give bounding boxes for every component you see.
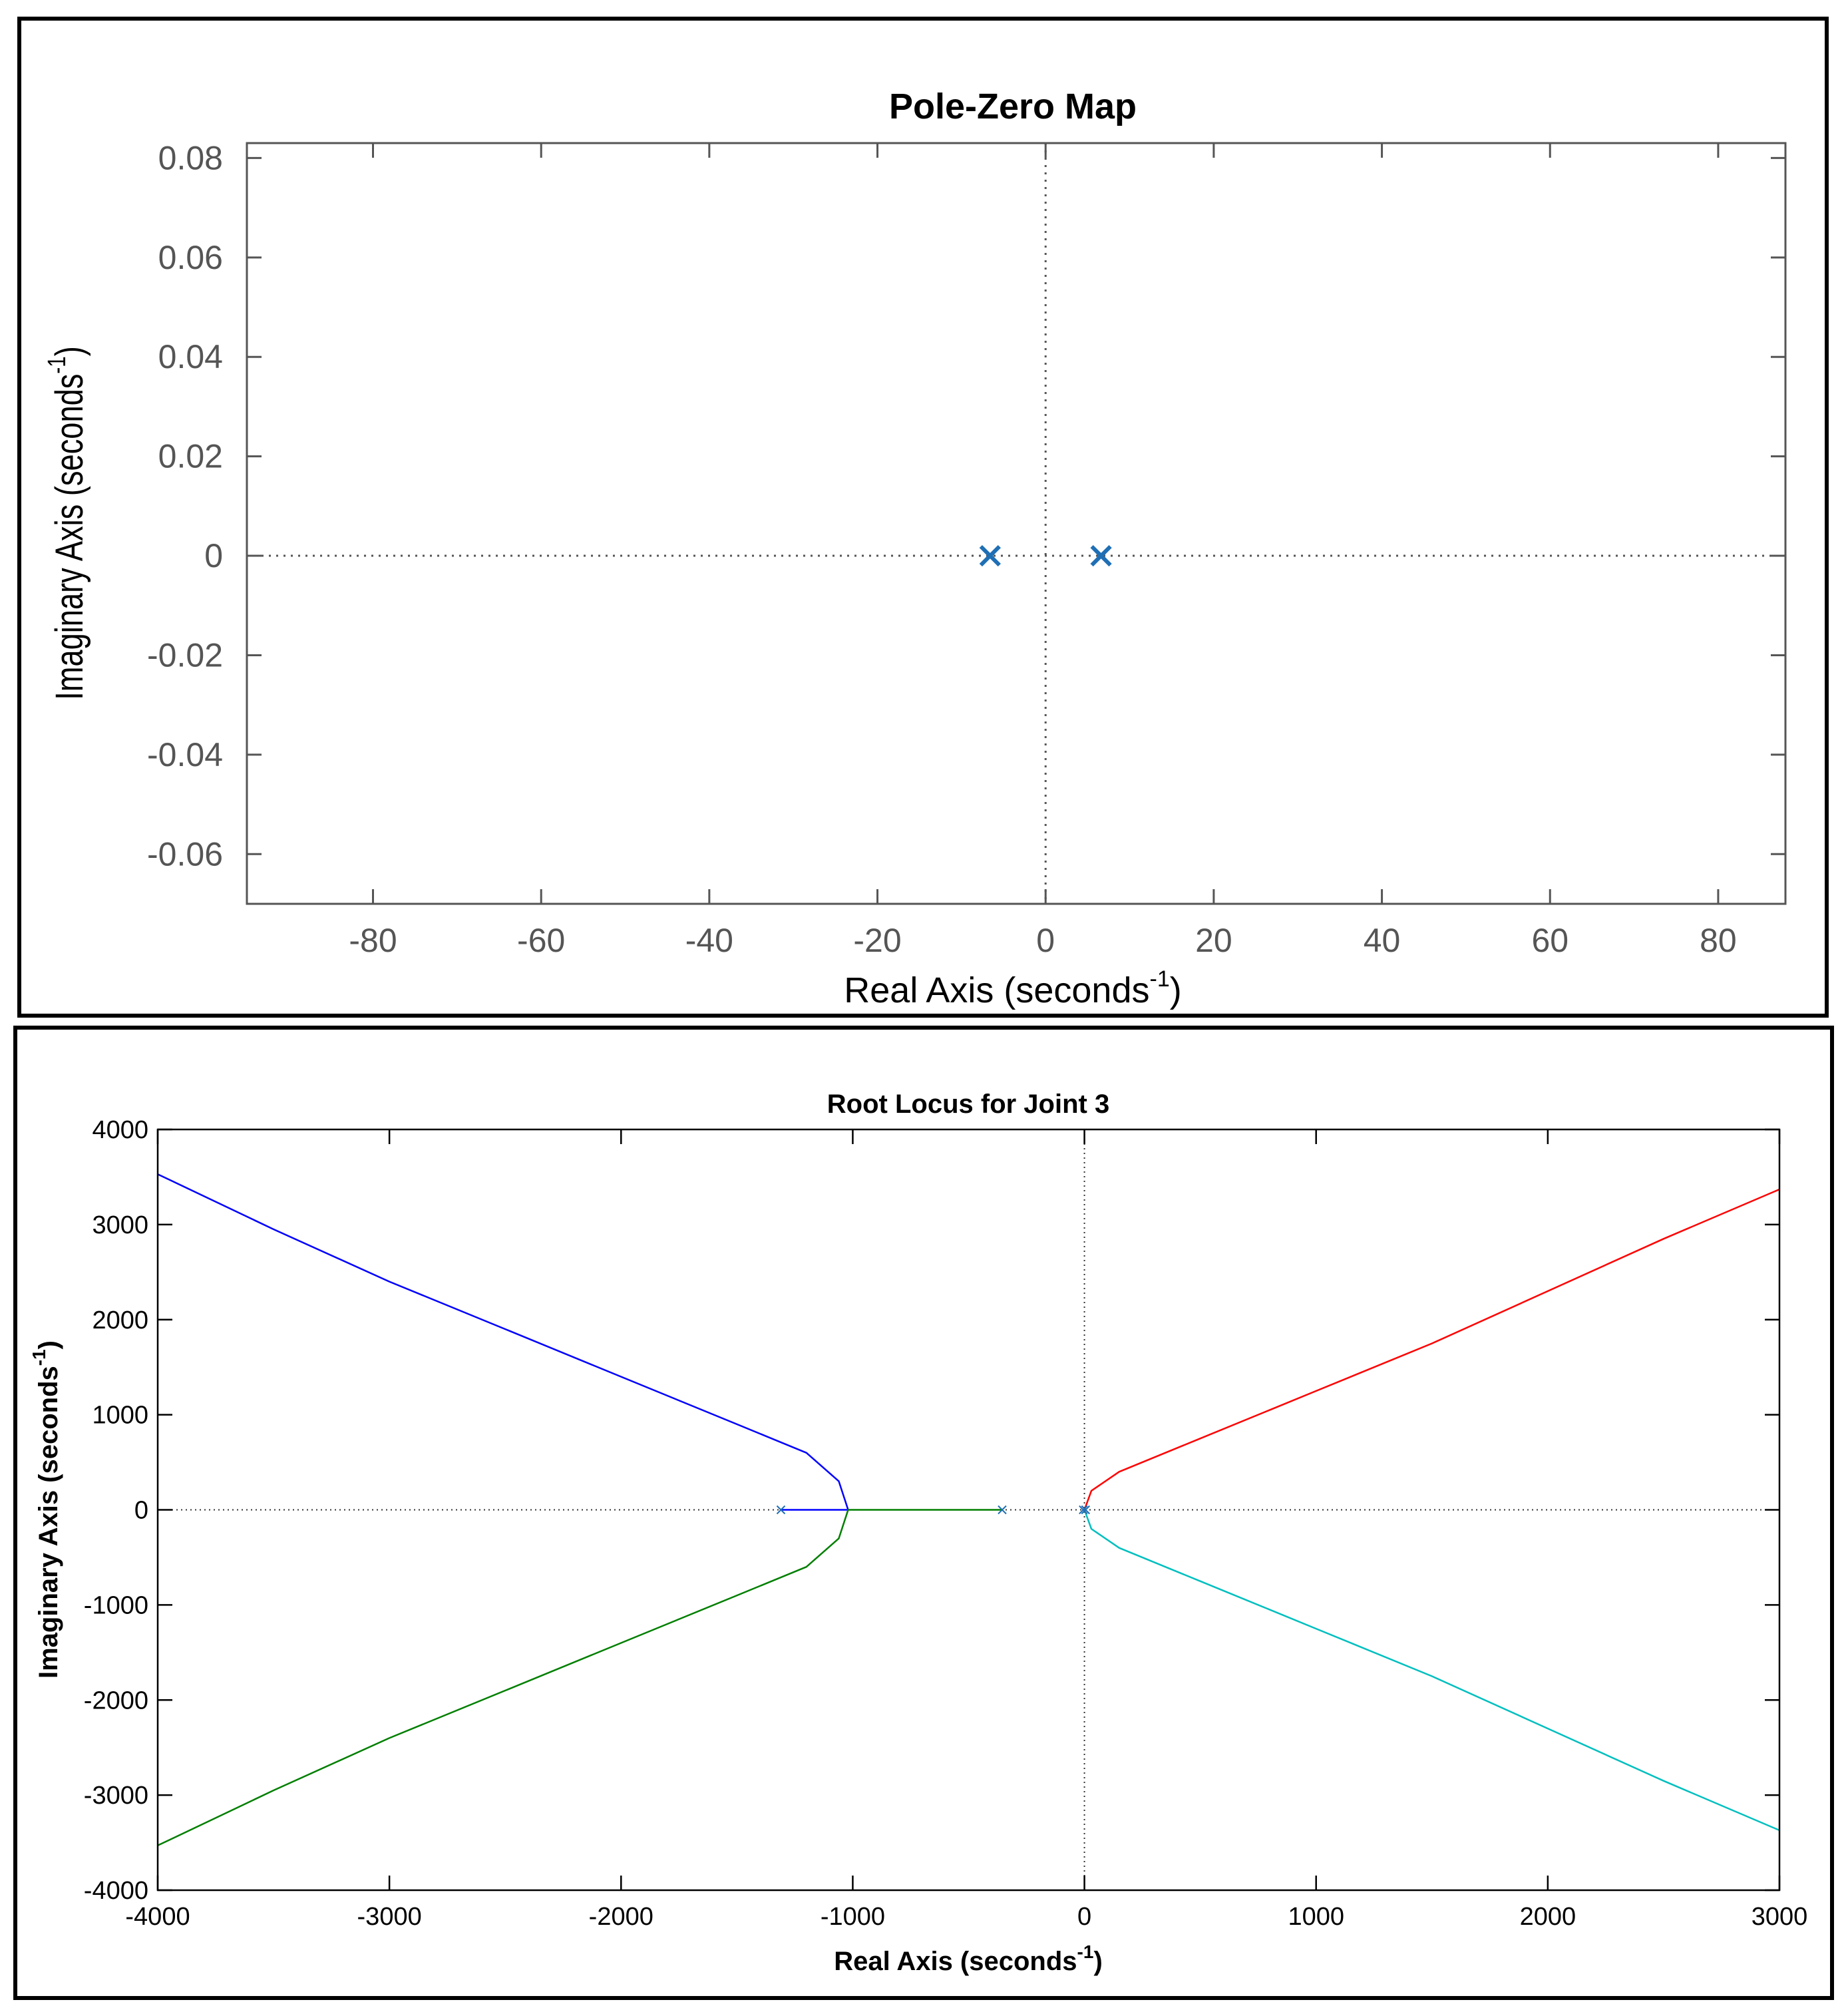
x-tick-label: 0 bbox=[1077, 1903, 1091, 1931]
x-tick-label: 20 bbox=[1195, 922, 1232, 959]
locus-branch-1 bbox=[157, 1173, 849, 1511]
x-tick-label: -1000 bbox=[821, 1903, 885, 1931]
x-tick-label: -3000 bbox=[357, 1903, 422, 1931]
root-locus-y-tick-labels: -4000 -3000 -2000 -1000 0 1000 2000 3000 4000 bbox=[84, 1116, 148, 1905]
x-tick-label: 2000 bbox=[1520, 1903, 1576, 1931]
root-locus-chart: -4000 -3000 -2000 -1000 0 1000 2000 3000 -4000-… bbox=[29, 1090, 1807, 1976]
pole-zero-x-axis-label: Real Axis (seconds-1) bbox=[844, 966, 1181, 1010]
top-panel-frame bbox=[17, 17, 1829, 1018]
root-locus-x-tick-labels: -4000 -3000 -2000 -1000 0 1000 2000 3000 bbox=[125, 1903, 1807, 1931]
pole-zero-y-tick-labels: -0.06 -0.04 -0.02 0 0.02 0.04 0.06 0.08 bbox=[147, 139, 223, 873]
pole-marker bbox=[1081, 1505, 1091, 1515]
pole-zero-tick-marks bbox=[247, 143, 1785, 904]
y-tick-label: -2000 bbox=[84, 1687, 148, 1714]
y-tick-label: 0 bbox=[204, 537, 223, 574]
bottom-panel-frame bbox=[13, 1026, 1834, 2000]
x-tick-label: -40 bbox=[685, 922, 733, 959]
x-tick-label: -4000 bbox=[125, 1903, 190, 1931]
pole-zero-y-axis-label: Imaginary Axis (seconds-1) bbox=[43, 346, 92, 700]
pole-zero-reference-lines bbox=[247, 143, 1785, 904]
pole-marker bbox=[1090, 544, 1112, 567]
pole-zero-plot-area bbox=[246, 142, 1787, 905]
y-tick-label: -0.06 bbox=[147, 835, 223, 873]
x-tick-label: -80 bbox=[349, 922, 397, 959]
root-locus-poles bbox=[776, 1505, 1091, 1515]
x-tick-label: 3000 bbox=[1752, 1903, 1808, 1931]
y-tick-label: 4000 bbox=[92, 1116, 148, 1144]
root-locus-x-axis-label: Real Axis (seconds-1) bbox=[834, 1941, 1103, 1976]
locus-branch-3 bbox=[1083, 1188, 1780, 1510]
y-tick-label: -0.02 bbox=[147, 636, 223, 674]
y-tick-label: 0.08 bbox=[158, 139, 223, 176]
pole-zero-poles bbox=[979, 544, 1112, 567]
x-tick-label: -20 bbox=[853, 922, 901, 959]
x-tick-label: -2000 bbox=[589, 1903, 653, 1931]
pole-zero-title: Pole-Zero Map bbox=[889, 87, 1137, 126]
x-tick-label: 0 bbox=[1036, 922, 1055, 959]
y-tick-label: -4000 bbox=[84, 1877, 148, 1905]
y-tick-label: -1000 bbox=[84, 1591, 148, 1619]
x-tick-label: -60 bbox=[517, 922, 565, 959]
root-locus-title: Root Locus for Joint 3 bbox=[827, 1090, 1109, 1119]
y-tick-label: 1000 bbox=[92, 1402, 148, 1430]
locus-branch-4 bbox=[1083, 1509, 1780, 1832]
root-locus-branches bbox=[157, 1173, 1780, 1846]
pole-zero-map-chart: -80 -60 -40 -20 0 20 40 60 80 -0.06 -0.04 -0.02 0 0.… bbox=[43, 87, 1787, 1010]
pole-zero-x-tick-labels: -80 -60 -40 -20 0 20 40 60 80 bbox=[349, 922, 1736, 959]
y-tick-label: 3000 bbox=[92, 1211, 148, 1239]
y-tick-label: 0.04 bbox=[158, 338, 223, 375]
y-tick-label: 0.06 bbox=[158, 239, 223, 276]
x-tick-label: 80 bbox=[1700, 922, 1737, 959]
y-tick-label: 0.02 bbox=[158, 438, 223, 475]
x-tick-label: 40 bbox=[1364, 922, 1401, 959]
y-tick-label: 2000 bbox=[92, 1306, 148, 1334]
locus-branch-2 bbox=[157, 1509, 1002, 1846]
pole-marker bbox=[776, 1505, 786, 1515]
root-locus-plot-area bbox=[156, 1128, 1781, 1892]
pole-marker bbox=[979, 544, 1001, 567]
root-locus-y-axis-label: Imaginary Axis (seconds-1) bbox=[29, 1340, 63, 1679]
y-tick-label: 0 bbox=[134, 1497, 148, 1525]
pole-marker bbox=[1079, 1505, 1088, 1515]
pole-marker bbox=[998, 1505, 1007, 1515]
y-tick-label: -3000 bbox=[84, 1782, 148, 1810]
x-tick-label: 1000 bbox=[1288, 1903, 1344, 1931]
y-tick-label: -0.04 bbox=[147, 736, 223, 773]
x-tick-label: 60 bbox=[1531, 922, 1569, 959]
